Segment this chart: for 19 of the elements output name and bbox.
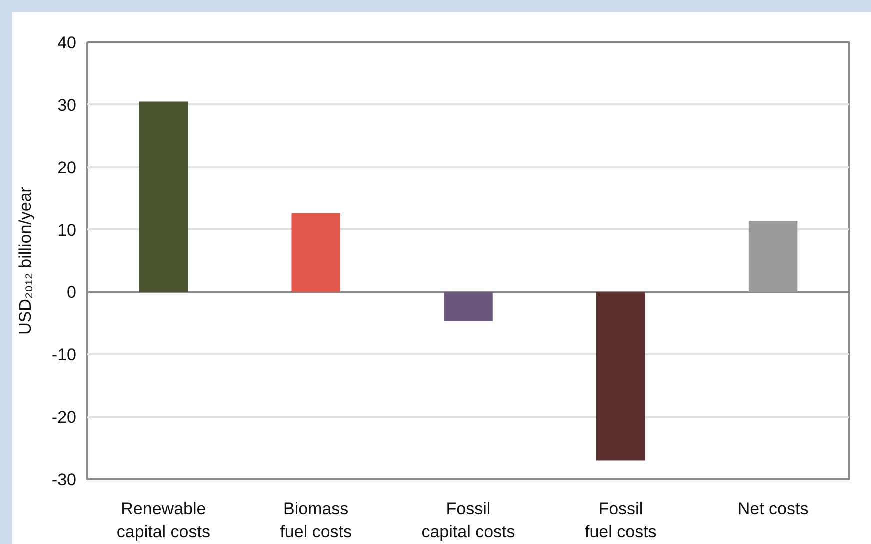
y-tick-label: -10	[52, 346, 77, 365]
y-tick-label: 10	[58, 220, 77, 240]
bar	[292, 214, 340, 292]
y-tick-label: 40	[58, 34, 77, 52]
bar	[596, 292, 646, 461]
y-tick-label: -30	[52, 470, 77, 490]
y-tick-label: -20	[52, 408, 77, 428]
y-tick-label: 20	[58, 158, 77, 178]
bar	[444, 292, 493, 322]
x-tick-label: Fossil fuel costs	[584, 500, 657, 542]
x-tick-label: Net costs	[738, 500, 809, 518]
y-tick-label: 30	[58, 96, 77, 115]
y-tick-label: 0	[67, 283, 77, 302]
x-tick-label: Fossil capital costs	[422, 500, 516, 542]
y-axis-title: USD₂₀₁₂ billion/year	[16, 186, 35, 335]
bar	[139, 102, 188, 292]
x-tick-label: Biomass fuel costs	[280, 500, 352, 542]
bar	[748, 221, 798, 292]
x-tick-label: Renewable capital costs	[116, 500, 210, 542]
